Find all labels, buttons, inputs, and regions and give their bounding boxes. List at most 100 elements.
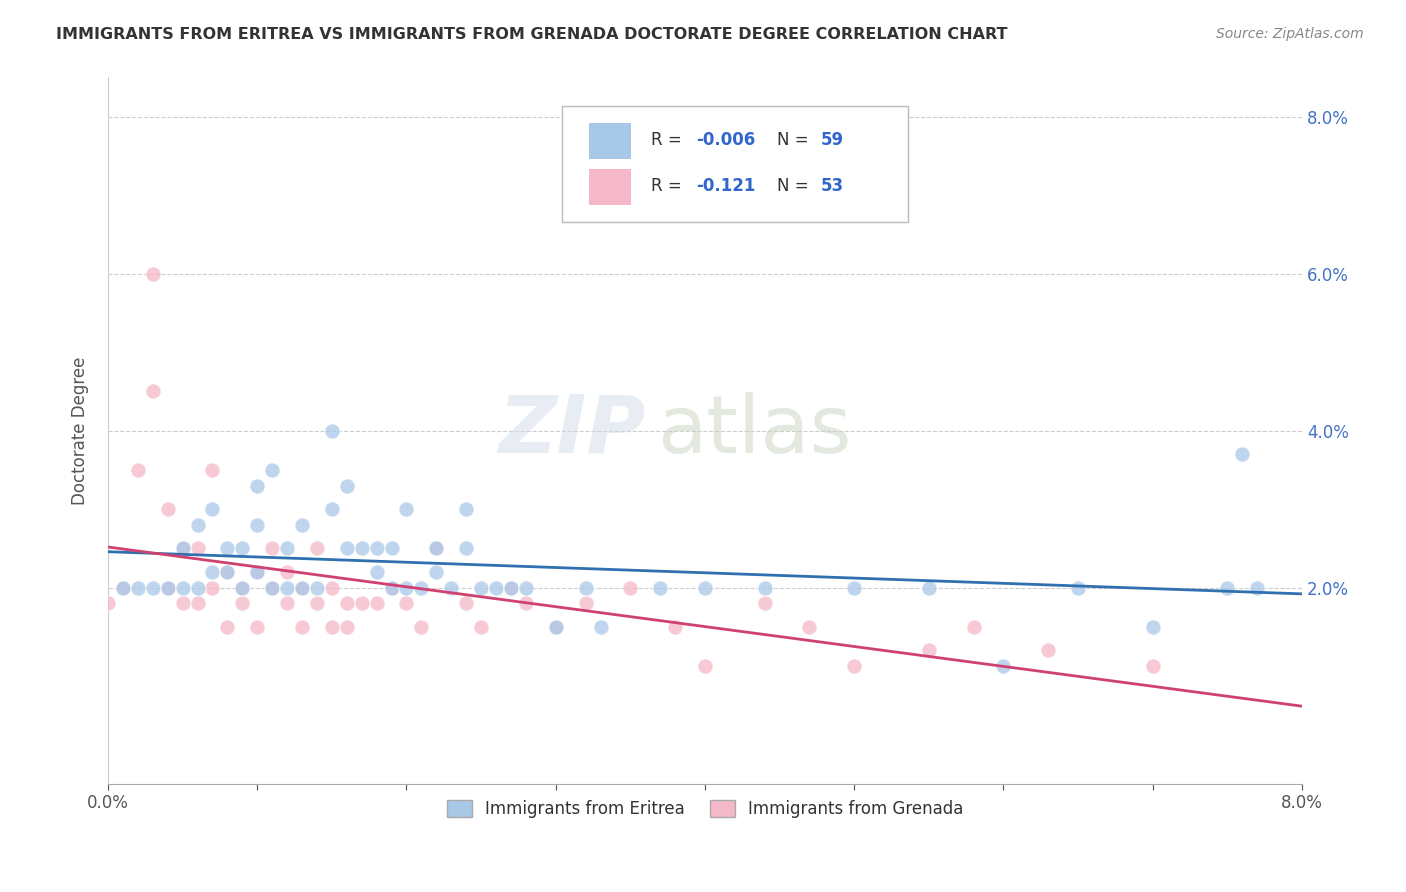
Point <box>544 620 567 634</box>
Point <box>395 581 418 595</box>
Point <box>231 596 253 610</box>
Point <box>172 596 194 610</box>
Point <box>127 463 149 477</box>
Point <box>246 517 269 532</box>
Text: -0.121: -0.121 <box>696 177 756 194</box>
Point <box>470 620 492 634</box>
Point <box>336 541 359 556</box>
Point <box>142 267 165 281</box>
Point <box>231 541 253 556</box>
FancyBboxPatch shape <box>589 169 631 204</box>
Point <box>485 581 508 595</box>
Point <box>127 581 149 595</box>
Point <box>276 596 298 610</box>
Point <box>1142 620 1164 634</box>
Point <box>186 517 208 532</box>
Point <box>456 596 478 610</box>
Text: -0.006: -0.006 <box>696 130 756 149</box>
Point <box>276 541 298 556</box>
Point <box>262 581 284 595</box>
Point <box>276 581 298 595</box>
Point <box>246 565 269 579</box>
FancyBboxPatch shape <box>589 123 631 159</box>
Point <box>425 541 447 556</box>
Point <box>470 581 492 595</box>
Text: atlas: atlas <box>657 392 852 469</box>
Point <box>499 581 522 595</box>
Point <box>217 620 239 634</box>
Text: ZIP: ZIP <box>498 392 645 469</box>
Point <box>754 581 776 595</box>
Point <box>156 581 179 595</box>
Point <box>993 659 1015 673</box>
Point <box>201 581 224 595</box>
Point <box>246 620 269 634</box>
Point <box>456 541 478 556</box>
Point <box>380 541 402 556</box>
Point <box>1067 581 1090 595</box>
Point <box>321 581 343 595</box>
Point <box>291 620 314 634</box>
Text: N =: N = <box>776 177 814 194</box>
Text: IMMIGRANTS FROM ERITREA VS IMMIGRANTS FROM GRENADA DOCTORATE DEGREE CORRELATION : IMMIGRANTS FROM ERITREA VS IMMIGRANTS FR… <box>56 27 1008 42</box>
Point <box>499 581 522 595</box>
Text: N =: N = <box>776 130 814 149</box>
Point <box>1246 581 1268 595</box>
Point <box>650 581 672 595</box>
Point <box>395 502 418 516</box>
Point <box>962 620 984 634</box>
Point <box>366 541 388 556</box>
Point <box>395 596 418 610</box>
Legend: Immigrants from Eritrea, Immigrants from Grenada: Immigrants from Eritrea, Immigrants from… <box>440 793 970 825</box>
Point <box>305 581 328 595</box>
Point <box>515 596 537 610</box>
Point <box>156 581 179 595</box>
Point <box>172 541 194 556</box>
Point <box>1038 643 1060 657</box>
Point <box>619 581 641 595</box>
Point <box>97 596 120 610</box>
Point <box>411 620 433 634</box>
Point <box>380 581 402 595</box>
Point <box>844 659 866 673</box>
Point <box>425 565 447 579</box>
Point <box>291 581 314 595</box>
Point <box>918 643 941 657</box>
Point <box>1232 447 1254 461</box>
Point <box>172 581 194 595</box>
Point <box>380 581 402 595</box>
Point <box>305 541 328 556</box>
Point <box>1142 659 1164 673</box>
Point <box>754 596 776 610</box>
Point <box>172 541 194 556</box>
Point <box>142 581 165 595</box>
Point <box>217 541 239 556</box>
Point <box>276 565 298 579</box>
Text: R =: R = <box>651 130 688 149</box>
Text: R =: R = <box>651 177 688 194</box>
Point <box>574 596 596 610</box>
Point <box>111 581 134 595</box>
Point <box>142 384 165 399</box>
Point <box>693 581 716 595</box>
Point <box>231 581 253 595</box>
Point <box>321 502 343 516</box>
Point <box>186 541 208 556</box>
Point <box>366 565 388 579</box>
Point <box>111 581 134 595</box>
Point <box>262 463 284 477</box>
Point <box>664 620 686 634</box>
Point <box>456 502 478 516</box>
Point <box>262 541 284 556</box>
Point <box>291 517 314 532</box>
Point <box>574 581 596 595</box>
Point <box>1216 581 1239 595</box>
Text: 53: 53 <box>821 177 844 194</box>
Text: 59: 59 <box>821 130 844 149</box>
Point <box>246 478 269 492</box>
Point <box>321 424 343 438</box>
Point <box>350 541 373 556</box>
Point <box>201 502 224 516</box>
Point <box>291 581 314 595</box>
Point <box>918 581 941 595</box>
